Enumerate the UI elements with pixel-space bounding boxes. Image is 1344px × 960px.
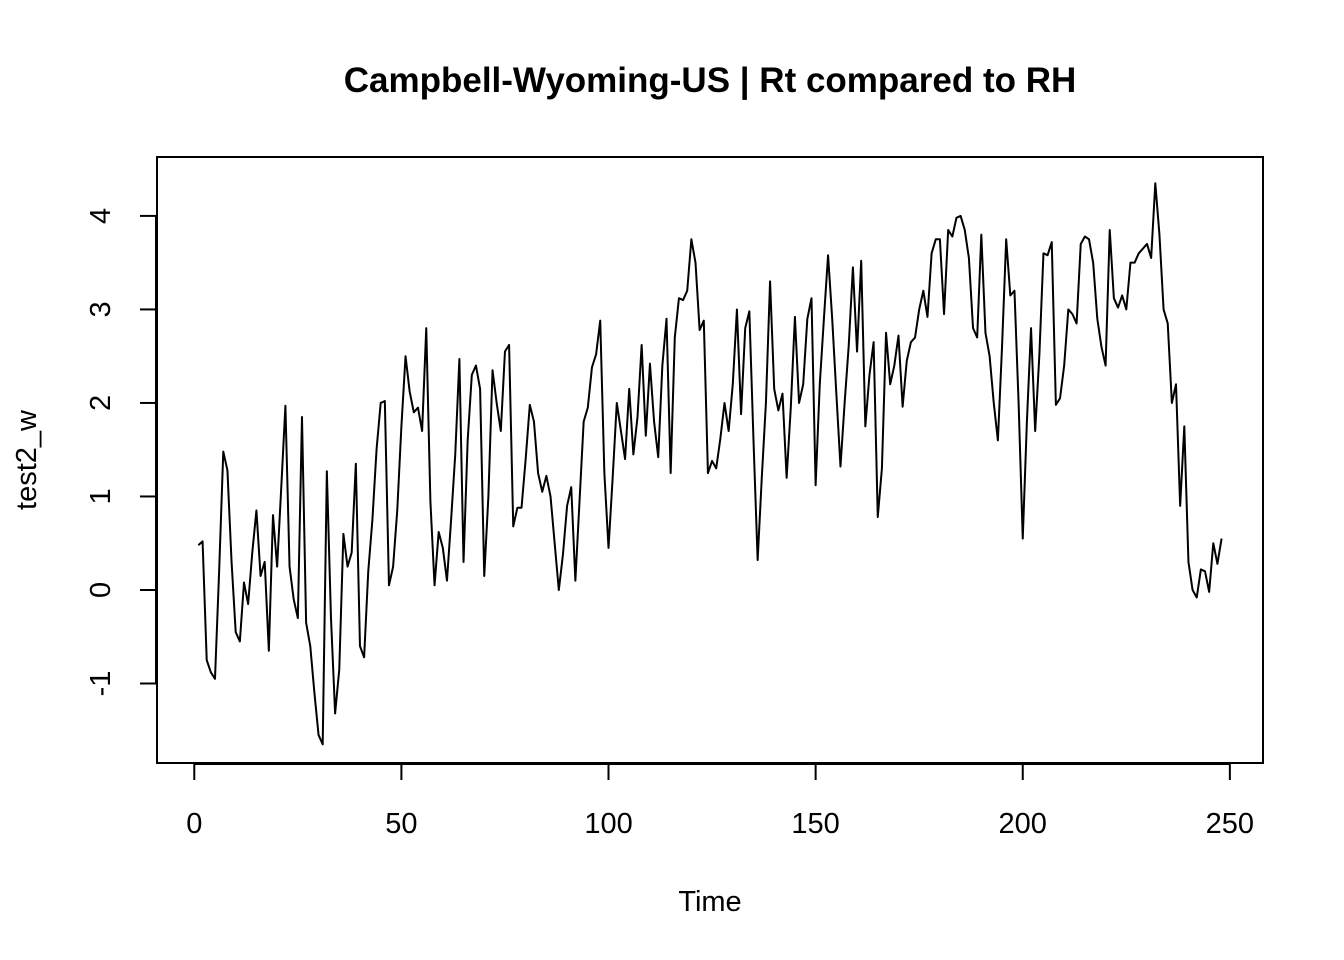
x-tick-label: 100 (584, 808, 632, 840)
x-tick-label: 200 (999, 808, 1047, 840)
y-axis: -1 0 1 2 3 4 (85, 208, 157, 697)
chart-title: Campbell-Wyoming-US | Rt compared to RH (344, 61, 1077, 100)
series-line (197, 182, 1223, 746)
y-tick-label: 2 (85, 395, 117, 411)
x-tick-label: 150 (791, 808, 839, 840)
x-tick-label: 50 (385, 808, 417, 840)
y-axis-label: test2_w (11, 409, 43, 510)
y-tick-label: 4 (85, 208, 117, 224)
y-tick-label: 3 (85, 301, 117, 317)
x-tick-label: 0 (186, 808, 202, 840)
y-tick-label: 1 (85, 488, 117, 504)
x-tick-label: 250 (1206, 808, 1254, 840)
x-axis-label: Time (678, 886, 741, 918)
y-tick-label: -1 (85, 671, 117, 697)
y-tick-label: 0 (85, 582, 117, 598)
x-axis: 0 50 100 150 200 250 (186, 763, 1254, 840)
